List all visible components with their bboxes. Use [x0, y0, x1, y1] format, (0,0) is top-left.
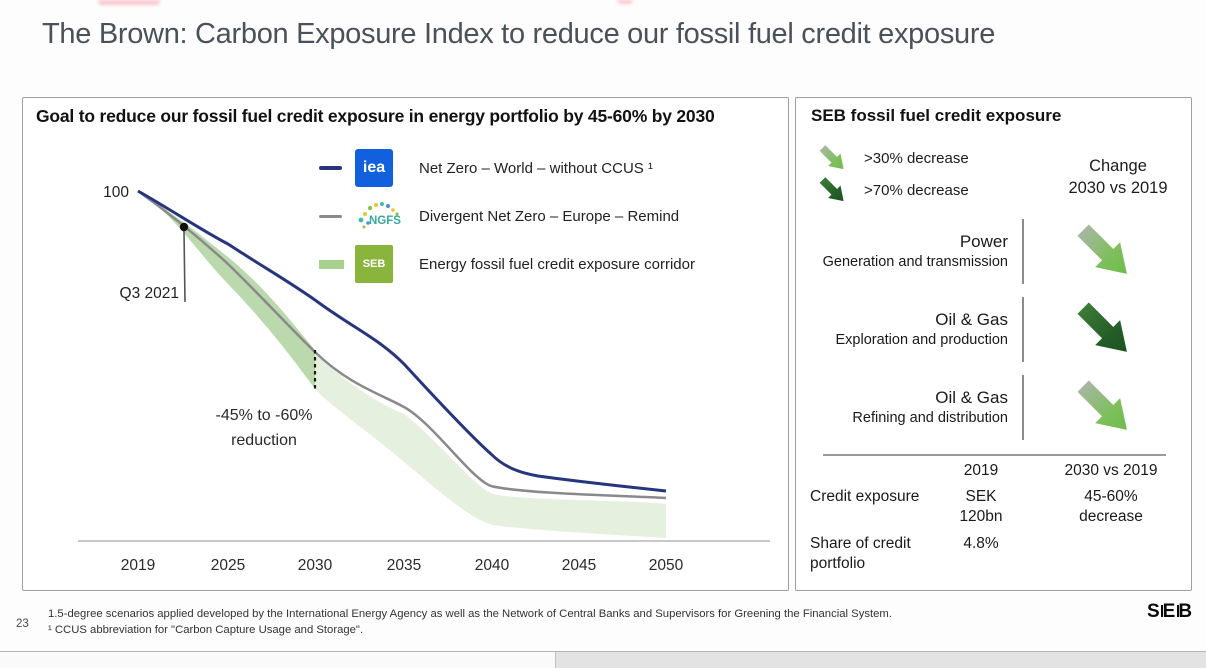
carbon-exposure-line-chart: 100 Q3 2021 -45% to -60% reduction 2019 …	[78, 184, 770, 574]
q3-2021-marker-line	[183, 230, 186, 303]
table-header-2019: 2019	[963, 462, 999, 479]
ngfs-line	[137, 189, 667, 500]
footnote-1: 1.5-degree scenarios applied developed b…	[48, 608, 892, 620]
exposure-panel: SEB fossil fuel credit exposure >30% dec…	[795, 97, 1192, 591]
top-edge-artifact	[98, 0, 160, 5]
footnote-2: ¹ CCUS abbreviation for "Carbon Capture …	[48, 624, 364, 637]
change-header: Change 2030 vs 2019	[1068, 157, 1168, 197]
arrow-legend-item: >70% decrease	[814, 176, 969, 204]
footnotes: 1.5-degree scenarios applied developed b…	[48, 606, 892, 639]
green-band-swatch	[319, 259, 347, 269]
table-cell-share-change	[1070, 534, 1152, 574]
svg-text:NGFS: NGFS	[369, 215, 401, 227]
q3-2021-marker-dot	[179, 222, 189, 232]
reduction-label-line2: reduction	[231, 432, 297, 449]
legend-label: Divergent Net Zero – Europe – Remind	[419, 207, 680, 225]
legend-item-ngfs: NGFS Divergent Net Zero – Europe – Remin…	[319, 196, 695, 236]
page-title: The Brown: Carbon Exposure Index to redu…	[42, 18, 996, 50]
corridor-band-2030-2050	[315, 354, 666, 538]
table-row-label: Share of credit portfolio	[810, 535, 911, 573]
table-top-rule	[823, 454, 1166, 456]
table-cell-credit-exposure-change: 45-60% decrease	[1079, 488, 1143, 526]
x-tick-2045: 2045	[562, 557, 596, 574]
q3-2021-label: Q3 2021	[120, 285, 179, 302]
exposure-panel-title: SEB fossil fuel credit exposure	[811, 106, 1062, 125]
x-tick-2050: 2050	[649, 557, 684, 574]
iea-line	[137, 189, 667, 493]
light-green-arrow-icon	[815, 140, 851, 176]
chart-panel-title: Goal to reduce our fossil fuel credit ex…	[36, 106, 715, 126]
legend-label: Net Zero – World – without CCUS ¹	[419, 159, 653, 177]
x-tick-2019: 2019	[121, 557, 155, 574]
navy-line-swatch	[319, 166, 347, 170]
reduction-label-line1: -45% to -60%	[216, 407, 313, 424]
legend-item-seb-corridor: SEB Energy fossil fuel credit exposure c…	[319, 244, 695, 284]
table-row-label: Credit exposure	[810, 488, 920, 505]
table-cell-empty	[810, 462, 922, 480]
chart-legend: iea Net Zero – World – without CCUS ¹	[319, 148, 695, 284]
arrow-legend: >30% decrease >70% decrease	[814, 144, 969, 208]
light-green-arrow-icon	[1068, 371, 1142, 445]
table-cell-share-2019: 4.8%	[963, 535, 999, 553]
table-cell-credit-exposure-2019: SEK 120bn	[959, 488, 1003, 526]
divider	[1022, 375, 1024, 440]
dark-green-arrow-icon	[1068, 293, 1142, 367]
category-row-power: Power Generation and transmission	[796, 219, 1185, 284]
gray-line-swatch	[319, 214, 347, 218]
horizontal-scrollbar-thumb[interactable]	[0, 652, 556, 668]
divider	[1022, 219, 1024, 284]
divider	[1022, 297, 1024, 362]
ngfs-logo-icon: NGFS	[358, 202, 401, 229]
iea-logo-icon: iea	[355, 149, 393, 187]
seb-logo-icon: SEB	[355, 245, 393, 283]
page-number: 23	[16, 618, 29, 630]
category-list: Power Generation and transmission Oil & …	[796, 219, 1185, 453]
category-row-oil-gas-exploration: Oil & Gas Exploration and production	[796, 297, 1185, 362]
logo-bar	[1161, 605, 1163, 617]
category-row-oil-gas-refining: Oil & Gas Refining and distribution	[796, 375, 1185, 440]
arrow-legend-item: >30% decrease	[814, 144, 969, 172]
legend-item-iea: iea Net Zero – World – without CCUS ¹	[319, 148, 695, 188]
chart-panel: 100 Q3 2021 -45% to -60% reduction 2019 …	[22, 97, 789, 591]
light-green-arrow-icon	[1068, 215, 1142, 289]
x-tick-2040: 2040	[475, 557, 510, 574]
start-value-label: 100	[103, 184, 129, 201]
horizontal-scrollbar-track[interactable]	[0, 651, 1206, 668]
x-tick-2030: 2030	[298, 557, 333, 574]
logo-bar	[1177, 605, 1179, 617]
seb-brand-logo: SEB	[1147, 601, 1196, 622]
dark-green-arrow-icon	[815, 172, 851, 208]
top-edge-artifact	[617, 0, 633, 4]
x-tick-2025: 2025	[211, 557, 245, 574]
table-header-change: 2030 vs 2019	[1064, 462, 1158, 479]
legend-label: Energy fossil fuel credit exposure corri…	[419, 255, 695, 273]
x-tick-2035: 2035	[387, 557, 421, 574]
exposure-table: 2019 2030 vs 2019 Credit exposure SEK 12…	[810, 462, 1182, 575]
